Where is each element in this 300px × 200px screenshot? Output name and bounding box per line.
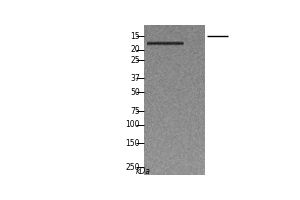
Text: 250: 250 xyxy=(125,163,140,172)
Text: 100: 100 xyxy=(125,120,140,129)
Text: 37: 37 xyxy=(130,74,140,83)
Text: 50: 50 xyxy=(130,88,140,97)
Text: 20: 20 xyxy=(130,45,140,54)
Text: 15: 15 xyxy=(130,32,140,41)
Text: 25: 25 xyxy=(130,56,140,65)
Text: kDa: kDa xyxy=(136,167,151,176)
Text: 75: 75 xyxy=(130,107,140,116)
Text: 150: 150 xyxy=(125,139,140,148)
